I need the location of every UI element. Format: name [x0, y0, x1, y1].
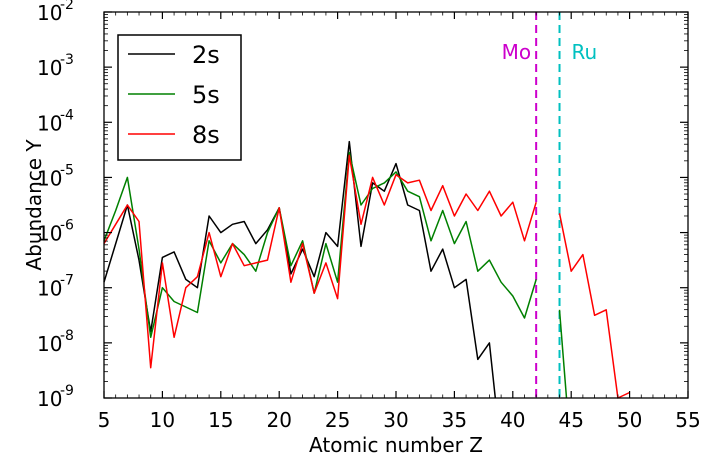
axis-ticks	[103, 11, 689, 399]
y-tick-label: 10-9	[37, 383, 74, 411]
y-tick-labels: 10-910-810-710-610-510-410-310-2	[37, 0, 74, 411]
x-tick-labels: 5 10 15 20 25 30 35 40 45 50 55	[98, 408, 701, 432]
y-tick-label: 10-7	[37, 273, 74, 301]
x-tick-label: 30	[383, 408, 408, 432]
x-tick-label: 10	[150, 408, 175, 432]
y-tick-label-exponent: -6	[60, 218, 74, 234]
y-tick-label: 10-4	[37, 107, 74, 135]
y-tick-label: 10-6	[37, 218, 74, 246]
legend-frame	[117, 34, 242, 161]
x-tick-label: 20	[266, 408, 291, 432]
marker-labels: Mo Ru	[502, 40, 598, 64]
x-tick-label: 35	[442, 408, 467, 432]
y-tick-label: 10-3	[37, 52, 74, 80]
y-tick-label-base: 10	[37, 111, 62, 135]
series-line-2s-seg0	[103, 140, 497, 399]
x-axis-label: Atomic number Z	[309, 433, 483, 457]
marker-label-mo: Mo	[502, 40, 532, 64]
y-tick-label-exponent: -5	[60, 162, 74, 178]
y-tick-label-base: 10	[37, 166, 62, 190]
series-lines	[103, 140, 630, 399]
y-tick-label: 10-8	[37, 328, 74, 356]
x-tick-label: 50	[617, 408, 642, 432]
y-tick-label-exponent: -3	[60, 52, 74, 68]
legend-label-2s: 2s	[192, 41, 220, 69]
y-tick-label-base: 10	[37, 277, 62, 301]
x-tick-label: 5	[98, 408, 111, 432]
y-tick-label-exponent: -8	[60, 328, 74, 344]
x-tick-label: 15	[208, 408, 233, 432]
series-line-5s-seg0	[103, 151, 537, 339]
y-tick-label-base: 10	[37, 332, 62, 356]
x-tick-label: 25	[325, 408, 350, 432]
y-tick-label-base: 10	[37, 222, 62, 246]
y-tick-label-base: 10	[37, 387, 62, 411]
y-tick-label-exponent: -9	[60, 383, 74, 399]
y-tick-label: 10-5	[37, 162, 74, 190]
x-tick-label: 40	[500, 408, 525, 432]
legend-label-5s: 5s	[192, 81, 220, 109]
y-tick-label-base: 10	[37, 1, 62, 25]
marker-label-ru: Ru	[572, 40, 598, 64]
x-tick-label: 55	[675, 408, 700, 432]
y-axis-label: Abundance Y	[22, 139, 46, 271]
y-tick-label-base: 10	[37, 56, 62, 80]
legend: 2s 5s 8s	[117, 34, 242, 161]
x-tick-label: 45	[558, 408, 583, 432]
legend-label-8s: 8s	[192, 121, 220, 149]
series-line-5s-seg1	[558, 309, 568, 399]
y-tick-label-exponent: -2	[60, 0, 74, 13]
y-tick-label-exponent: -7	[60, 273, 74, 289]
y-tick-label: 10-2	[37, 0, 74, 25]
series-line-8s-seg0	[103, 154, 537, 369]
y-tick-label-exponent: -4	[60, 107, 74, 123]
